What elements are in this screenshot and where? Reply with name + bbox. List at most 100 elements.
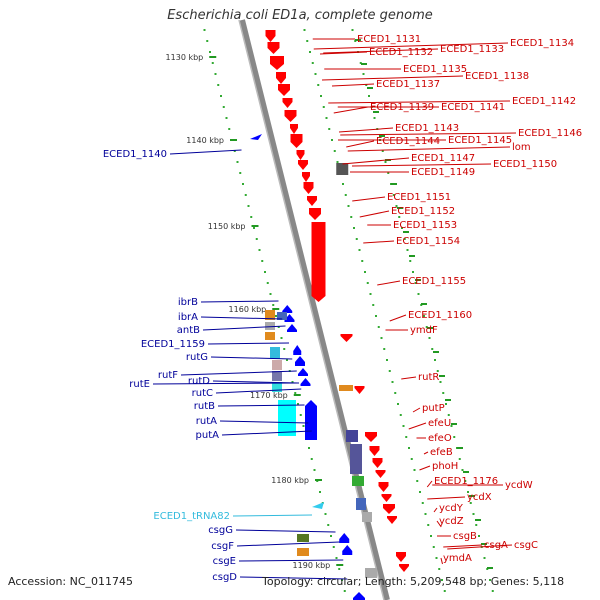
ring-dot [350,216,353,218]
forward-gene-arrow [290,124,298,134]
ring-dot [250,216,253,218]
ring-dot [472,513,475,515]
ring-dot [467,491,469,493]
gene-block [336,163,349,175]
annotation-block [265,332,275,340]
leader-line [180,370,297,376]
gene-label: ECED1_1151 [387,192,451,203]
ring-dot [412,271,414,273]
leader-line [169,149,242,155]
annotation-block [297,548,309,556]
forward-gene-arrow [387,516,397,524]
map-title: Escherichia coli ED1a, complete genome [167,8,433,23]
leader-line [236,541,340,547]
ring-dot [368,95,370,97]
ring-dot [413,469,416,471]
ring-dot [342,183,344,185]
leader-line [202,325,286,331]
ring-dot [343,590,346,592]
ring-dot [214,73,217,75]
leader-line [215,388,302,394]
ring-dot [399,414,402,416]
ring-dot [419,491,421,493]
ring-dot [225,117,228,119]
ring-dot [432,546,435,548]
leader-line [338,127,394,133]
leader-line [331,83,375,87]
ring-dot [380,337,383,339]
ring-dot [358,249,361,251]
leader-line [321,75,464,81]
leader-line [152,382,300,385]
ring-dot [320,95,322,97]
leader-line [340,132,517,136]
forward-gene-arrow [265,30,276,42]
ring-dot [203,29,206,31]
gene-label: csgG [208,525,233,536]
ring-dot [239,172,242,174]
gene-label: rutC [192,388,213,399]
ring-dot [405,436,408,438]
ring-dot [332,546,335,548]
forward-gene-arrow [298,160,308,170]
annotation-block [356,498,366,510]
trna-arrow [312,502,324,509]
leader-line [232,514,313,517]
gene-label: rutB [194,401,215,412]
forward-gene-arrow [354,386,365,394]
gene-label: phoH [432,461,458,472]
ring-dot [387,172,390,174]
forward-gene-arrow [340,334,353,342]
forward-gene-arrow [372,458,383,468]
reverse-gene-arrow [305,400,317,440]
gene-label: ECED1_1150 [493,159,557,170]
scale-tick-label: 1140 kbp [186,136,224,145]
forward-gene-arrow [375,470,386,478]
leader-line [389,314,407,322]
gene-label: csgF [211,541,234,552]
ring-dot [347,205,350,207]
ring-dot [442,392,445,394]
ring-dot [406,249,409,251]
gene-label: ECED1_1155 [402,276,466,287]
ring-dot [423,315,425,317]
gene-label: ibrB [178,297,198,308]
annotation-block [272,382,282,392]
forward-gene-arrow [302,172,310,182]
ring-dot [421,502,424,504]
ring-dot [402,425,405,427]
forward-gene-arrow [369,446,380,456]
leader-line [235,529,336,533]
ring-dot [416,480,419,482]
reverse-gene-arrow [287,324,297,332]
gene-label: lom [512,142,531,153]
ring-dot [441,579,443,581]
leader-line [219,420,309,424]
ring-dot [475,524,478,526]
gene-label: ECED1_1135 [403,64,467,75]
gene-label: ECED1_1138 [465,71,529,82]
annotation-block [297,534,309,542]
ring-dot [410,458,413,460]
gene-label: csgC [514,540,538,551]
annotation-block [265,310,275,320]
forward-gene-arrow [309,208,321,220]
ring-dot [261,260,264,262]
ring-dot [372,304,375,306]
scale-tick-label: 1170 kbp [250,391,288,400]
ring-dot [266,282,269,284]
leader-line [436,520,442,528]
accession-text: Accession: NC_011745 [8,575,134,588]
ring-dot [435,557,438,559]
forward-gene-arrow [278,84,290,96]
forward-gene-arrow [311,222,326,302]
ring-dot [443,590,446,592]
ring-dot [365,84,368,86]
reverse-gene-arrow [353,592,365,600]
gene-label: ECED1_1140 [103,149,167,160]
gene-label: csgD [212,572,237,583]
ring-dot [409,260,412,262]
ring-dot [331,139,333,141]
ring-dot [464,480,467,482]
annotation-block [277,312,287,320]
